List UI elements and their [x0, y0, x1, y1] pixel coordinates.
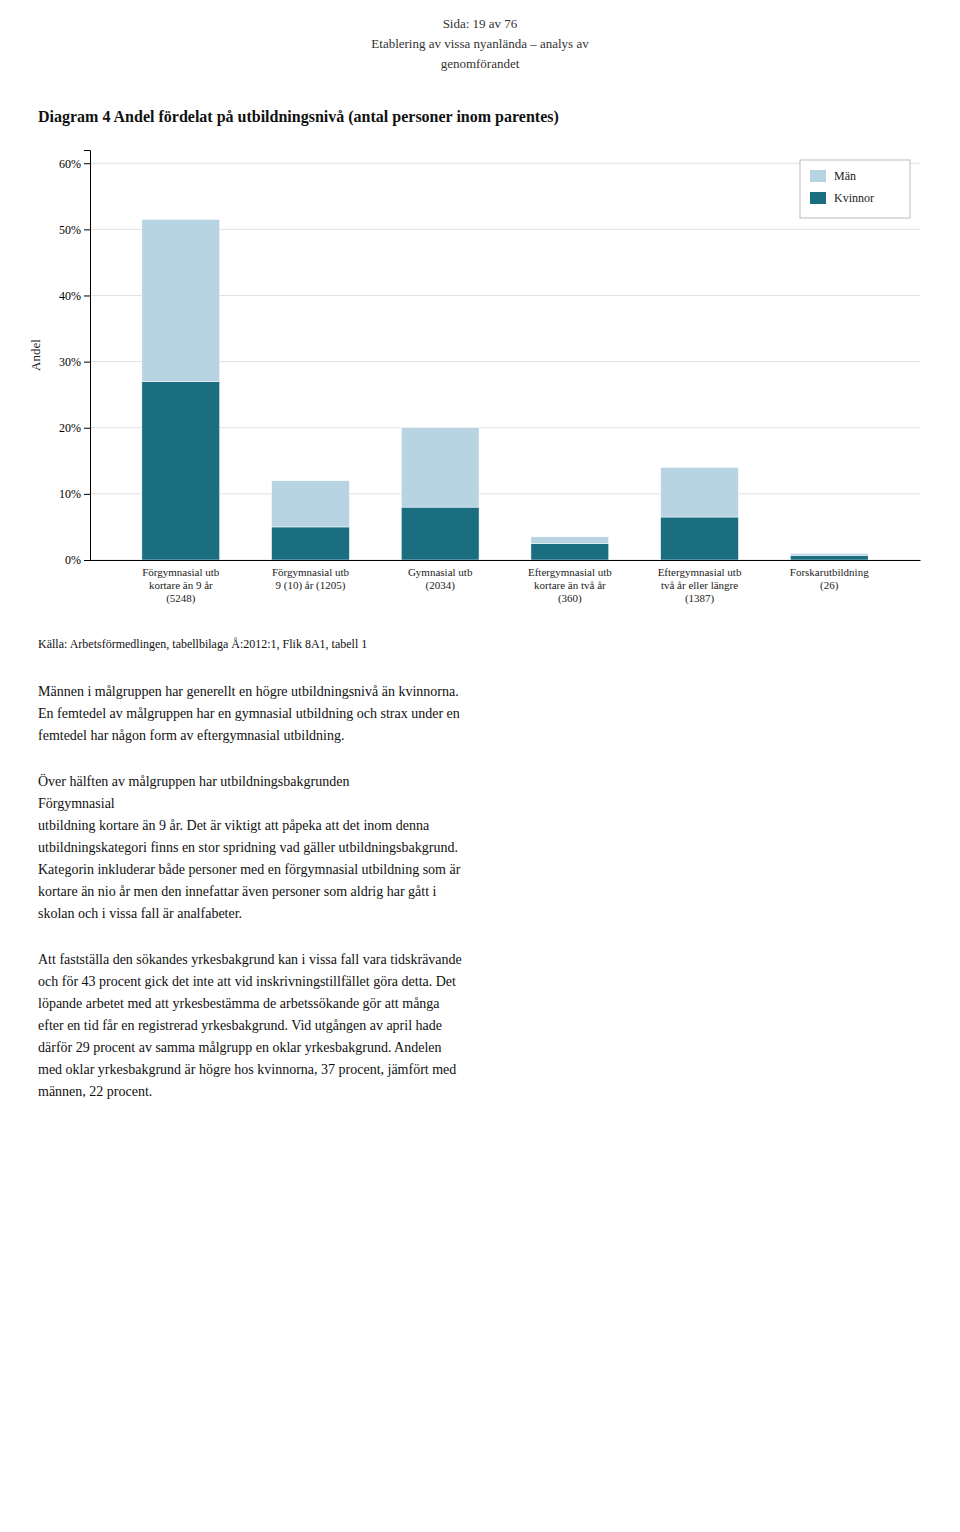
bar [531, 543, 609, 560]
legend-label: Kvinnor [834, 191, 874, 205]
body-text: Männen i målgruppen har generellt en hög… [38, 684, 459, 699]
y-tick-label: 50% [59, 223, 81, 237]
y-tick: 60% [59, 157, 90, 171]
body-text: skolan och i vissa fall är analfabeter. [38, 906, 242, 921]
body-text: Kategorin inkluderar både personer med e… [38, 862, 461, 877]
y-tick-label: 40% [59, 289, 81, 303]
body-text: därför 29 procent av samma målgrupp en o… [38, 1040, 442, 1055]
x-axis-line [91, 560, 921, 561]
y-tick-mark [84, 494, 90, 495]
source-note: Källa: Arbetsförmedlingen, tabellbilaga … [38, 637, 367, 651]
y-tick: 20% [59, 421, 90, 435]
y-tick: 0% [65, 553, 90, 567]
y-tick: 40% [59, 289, 90, 303]
page-header: Etablering av vissa nyanlända – analys a… [371, 36, 589, 51]
x-tick-label: Förgymnasial utb9 (10) år (1205) [272, 566, 350, 592]
y-tick-label: 20% [59, 421, 81, 435]
body-text: femtedel har någon form av eftergymnasia… [38, 728, 344, 743]
y-tick: 10% [59, 487, 90, 501]
body-text: och för 43 procent gick det inte att vid… [38, 974, 456, 989]
body-text: utbildningskategori finns en stor spridn… [38, 840, 458, 855]
page: Sida: 19 av 76 Etablering av vissa nyanlä… [0, 0, 960, 1532]
x-tick: Förgymnasial utb9 (10) år (1205) [272, 566, 350, 592]
x-tick: Eftergymnasial utbtvå år eller längre(13… [658, 566, 742, 605]
bar [272, 481, 350, 527]
legend-label: Män [834, 169, 856, 183]
bar [401, 507, 479, 560]
y-tick-mark [84, 362, 90, 363]
body-text: med oklar yrkesbakgrund är högre hos kvi… [38, 1062, 456, 1077]
legend-swatch [810, 192, 826, 204]
y-tick-mark [84, 163, 90, 164]
body-text: utbildning kortare än 9 år. Det är vikti… [38, 818, 430, 833]
page-header: Sida: 19 av 76 [443, 16, 518, 31]
x-tick-label: Eftergymnasial utbkortare än två år(360) [528, 566, 612, 605]
body-text: Över hälften av målgruppen har utbildnin… [38, 773, 349, 789]
body-text: männen, 22 procent. [38, 1084, 152, 1099]
y-tick-mark [84, 560, 90, 561]
x-tick: Förgymnasial utbkortare än 9 år(5248) [142, 566, 220, 605]
bar [142, 219, 220, 381]
body-text: Förgymnasial [38, 796, 115, 811]
bar [661, 517, 739, 560]
body-text: En femtedel av målgruppen har en gymnasi… [38, 706, 460, 721]
legend: Män Kvinnor [800, 160, 910, 218]
bar [401, 428, 479, 507]
grid [90, 163, 920, 560]
y-tick-label: 10% [59, 487, 81, 501]
x-axis: Förgymnasial utbkortare än 9 år(5248) För… [91, 561, 921, 606]
x-tick: Eftergymnasial utbkortare än två år(360) [528, 566, 612, 605]
body-text: kortare än nio år men den innefattar äve… [38, 884, 437, 899]
chart-title: Diagram 4 Andel fördelat på utbildningsn… [38, 108, 559, 126]
y-tick-mark [84, 229, 90, 230]
x-tick: Forskarutbildning(26) [790, 566, 869, 592]
page-header: genomförandet [441, 56, 520, 71]
legend-item: Män [810, 169, 856, 183]
y-tick-mark [84, 428, 90, 429]
bar [272, 527, 350, 560]
body-text: löpande arbetet med att yrkesbestämma de… [38, 996, 440, 1011]
legend-swatch [810, 170, 826, 182]
bar [531, 537, 609, 544]
body-text: Att fastställa den sökandes yrkesbakgrun… [38, 952, 462, 967]
legend-box [800, 160, 910, 218]
x-tick-label: Forskarutbildning(26) [790, 566, 869, 592]
bars [142, 219, 868, 560]
x-tick-label: Gymnasial utb(2034) [408, 566, 473, 592]
bar [790, 555, 868, 560]
y-tick-mark [84, 295, 90, 296]
legend-item: Kvinnor [810, 191, 874, 205]
bar [661, 467, 739, 517]
grid-line [90, 163, 920, 164]
x-tick: Gymnasial utb(2034) [408, 566, 473, 592]
y-axis: 0% 10% 20% 30% 40% 50% 60% [59, 151, 91, 568]
bar-series [142, 219, 868, 555]
y-axis-label: Andel [28, 339, 43, 371]
bar [142, 381, 220, 560]
y-tick-label: 0% [65, 553, 81, 567]
x-tick-label: Förgymnasial utbkortare än 9 år(5248) [142, 566, 220, 605]
y-tick: 30% [59, 355, 90, 369]
bar [790, 553, 868, 555]
y-axis-line [84, 151, 91, 561]
y-tick: 50% [59, 223, 90, 237]
y-tick-label: 60% [59, 157, 81, 171]
body-text: efter en tid får en registrerad yrkesbak… [38, 1018, 442, 1033]
bar-series [142, 381, 868, 560]
y-tick-label: 30% [59, 355, 81, 369]
x-tick-label: Eftergymnasial utbtvå år eller längre(13… [658, 566, 742, 605]
